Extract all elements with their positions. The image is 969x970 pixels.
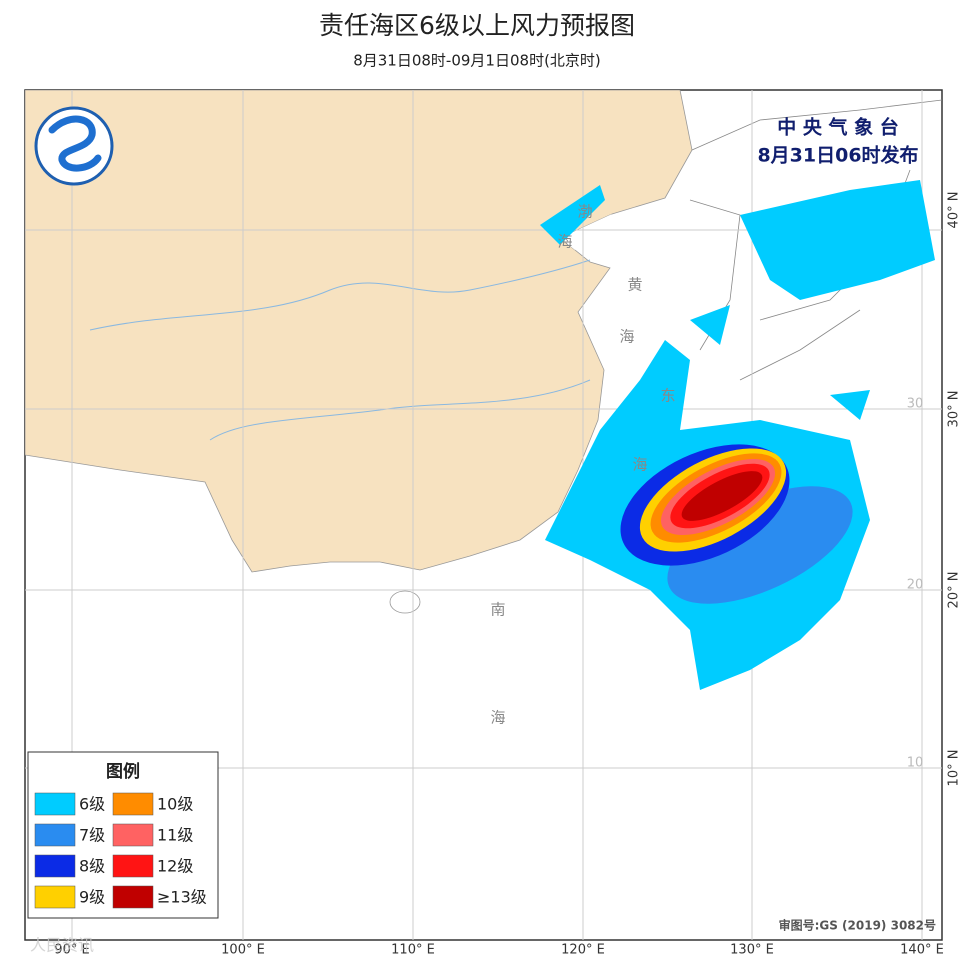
latitude-label: 20° N <box>947 572 962 609</box>
longitude-label: 130° E <box>730 943 774 958</box>
sea-label: 海 <box>632 456 647 474</box>
legend-swatch <box>112 885 154 909</box>
legend-swatch <box>112 792 154 816</box>
legend-label: 12级 <box>157 857 193 876</box>
sea-label: 海 <box>490 709 505 727</box>
legend-label: 8级 <box>79 857 105 876</box>
longitude-label: 120° E <box>561 943 605 958</box>
longitude-label: 110° E <box>391 943 435 958</box>
legend-swatch <box>112 823 154 847</box>
logo <box>34 106 114 186</box>
sea-label: 南 <box>490 601 505 619</box>
approval-number: 审图号:GS (2019) 3082号 <box>779 918 936 933</box>
longitude-label: 90° E <box>54 943 89 958</box>
sea-label: 黄 <box>627 276 642 294</box>
grid-label: 10 <box>907 756 924 771</box>
sea-label: 海 <box>619 328 634 346</box>
issuer-name: 中 央 气 象 台 <box>777 116 898 139</box>
watermark: 人民资讯 <box>30 936 94 955</box>
longitude-label: 140° E <box>900 943 944 958</box>
grid-label: 20 <box>907 578 924 593</box>
legend-label: 6级 <box>79 795 105 814</box>
legend-swatch <box>112 854 154 878</box>
sea-label: 海 <box>557 233 572 251</box>
subtitle: 8月31日08时-09月1日08时(北京时) <box>353 52 601 70</box>
legend-label: 10级 <box>157 795 193 814</box>
legend-swatch <box>34 885 76 909</box>
sea-label: 东 <box>660 387 675 405</box>
legend-swatch <box>34 854 76 878</box>
legend-label: ≥13级 <box>157 888 207 907</box>
legend-label: 7级 <box>79 826 105 845</box>
title: 责任海区6级以上风力预报图 <box>319 11 635 40</box>
legend-label: 9级 <box>79 888 105 907</box>
latitude-label: 40° N <box>947 192 962 229</box>
sea-label: 渤 <box>577 203 592 221</box>
legend-label: 11级 <box>157 826 193 845</box>
legend-swatch <box>34 823 76 847</box>
legend-swatch <box>34 792 76 816</box>
longitude-label: 100° E <box>221 943 265 958</box>
latitude-label: 10° N <box>947 750 962 787</box>
latitude-label: 30° N <box>947 391 962 428</box>
issuer-time: 8月31日06时发布 <box>757 144 918 167</box>
legend-title: 图例 <box>106 761 140 782</box>
grid-label: 30 <box>907 397 924 412</box>
wind-swath <box>540 180 935 690</box>
